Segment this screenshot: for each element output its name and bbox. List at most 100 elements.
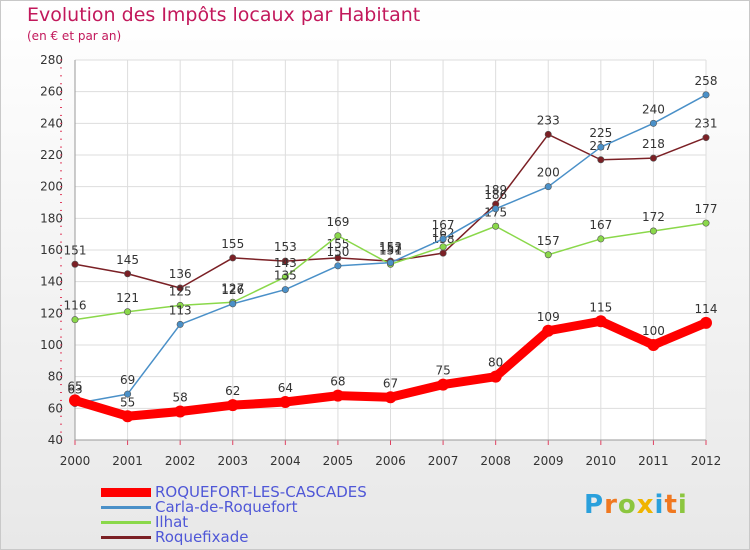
data-point bbox=[542, 324, 555, 337]
data-point bbox=[597, 143, 605, 151]
data-label: 152 bbox=[379, 242, 402, 256]
data-label: 151 bbox=[379, 243, 402, 257]
data-point bbox=[594, 315, 607, 328]
data-label: 186 bbox=[484, 188, 507, 202]
data-point bbox=[176, 320, 184, 328]
data-point bbox=[492, 205, 500, 213]
legend-label: Carla-de-Roquefort bbox=[155, 498, 298, 516]
y-tick-label: 120 bbox=[40, 306, 63, 320]
data-label: 127 bbox=[221, 281, 244, 295]
series-1: 63 69 113 126 135 150 152 167 186 200 225 240 258 bbox=[67, 74, 718, 408]
y-tick-label: 100 bbox=[40, 338, 63, 352]
data-point bbox=[281, 286, 289, 294]
data-point bbox=[226, 399, 239, 412]
data-label: 80 bbox=[488, 356, 503, 370]
y-tick-label: 240 bbox=[40, 116, 63, 130]
data-label: 75 bbox=[435, 364, 450, 378]
legend-item: ROQUEFORT-LES-CASCADES bbox=[101, 483, 421, 501]
data-label: 63 bbox=[67, 383, 82, 397]
data-point bbox=[124, 270, 132, 278]
data-label: 167 bbox=[432, 218, 455, 232]
y-tick-label: 160 bbox=[40, 243, 63, 257]
data-point bbox=[334, 262, 342, 270]
data-point bbox=[649, 154, 657, 162]
data-point bbox=[439, 249, 447, 257]
data-point bbox=[492, 222, 500, 230]
data-label: 218 bbox=[642, 137, 665, 151]
data-label: 62 bbox=[225, 384, 240, 398]
data-label: 225 bbox=[589, 126, 612, 140]
brand-letter: o bbox=[617, 490, 637, 520]
data-label: 100 bbox=[642, 324, 665, 338]
data-label: 258 bbox=[695, 74, 718, 88]
data-label: 150 bbox=[326, 245, 349, 259]
data-label: 155 bbox=[221, 237, 244, 251]
data-point bbox=[281, 273, 289, 281]
data-label: 109 bbox=[537, 310, 560, 324]
legend-label: Ilhat bbox=[155, 513, 189, 531]
data-label: 64 bbox=[278, 381, 293, 395]
data-point bbox=[121, 410, 134, 423]
x-tick-label: 2012 bbox=[691, 454, 722, 468]
legend-swatch bbox=[101, 505, 151, 509]
data-label: 113 bbox=[169, 303, 192, 317]
data-label: 126 bbox=[221, 283, 244, 297]
x-tick-label: 2001 bbox=[112, 454, 143, 468]
data-point bbox=[702, 134, 710, 142]
data-point bbox=[124, 308, 132, 316]
chart-title: Evolution des Impôts locaux par Habitant bbox=[27, 4, 421, 26]
data-label: 69 bbox=[120, 373, 135, 387]
data-label: 167 bbox=[589, 218, 612, 232]
data-point bbox=[649, 227, 657, 235]
data-point bbox=[176, 301, 184, 309]
data-point bbox=[71, 316, 79, 324]
brand-letter: i bbox=[654, 490, 665, 520]
data-point bbox=[544, 251, 552, 259]
data-point bbox=[384, 391, 397, 404]
data-point bbox=[386, 259, 394, 267]
data-point bbox=[437, 378, 450, 391]
chart-subtitle: (en € et par an) bbox=[27, 29, 122, 43]
data-label: 200 bbox=[537, 166, 560, 180]
data-point bbox=[700, 316, 712, 329]
data-point bbox=[597, 235, 605, 243]
brand-letter: x bbox=[636, 490, 655, 520]
data-label: 58 bbox=[173, 391, 188, 405]
legend-item: Roquefixade bbox=[101, 528, 421, 546]
y-tick-label: 260 bbox=[40, 85, 63, 99]
data-point bbox=[124, 390, 132, 398]
x-tick-label: 2005 bbox=[323, 454, 354, 468]
data-point bbox=[174, 405, 187, 418]
data-label: 115 bbox=[589, 300, 612, 314]
legend-swatch bbox=[101, 535, 151, 539]
data-label: 116 bbox=[64, 299, 87, 313]
data-point bbox=[331, 389, 344, 402]
x-tick-label: 2004 bbox=[270, 454, 301, 468]
y-tick-label: 140 bbox=[40, 275, 63, 289]
legend-swatch bbox=[101, 520, 151, 524]
data-point bbox=[176, 284, 184, 292]
x-tick-label: 2000 bbox=[60, 454, 91, 468]
data-label: 125 bbox=[169, 284, 192, 298]
data-point bbox=[334, 232, 342, 240]
x-tick-label: 2006 bbox=[375, 454, 406, 468]
data-label: 172 bbox=[642, 210, 665, 224]
y-tick-label: 200 bbox=[40, 180, 63, 194]
data-point bbox=[71, 260, 79, 268]
data-label: 114 bbox=[695, 302, 718, 316]
data-label: 233 bbox=[537, 113, 560, 127]
legend-item: Carla-de-Roquefort bbox=[101, 498, 421, 516]
brand-letter: i bbox=[677, 490, 688, 520]
x-tick-label: 2002 bbox=[165, 454, 196, 468]
data-point bbox=[647, 339, 660, 351]
data-point bbox=[229, 254, 237, 262]
x-tick-label: 2003 bbox=[217, 454, 248, 468]
data-point bbox=[702, 91, 710, 99]
data-label: 169 bbox=[326, 215, 349, 229]
brand-letter: t bbox=[664, 490, 678, 520]
y-tick-label: 220 bbox=[40, 148, 63, 162]
data-point bbox=[279, 396, 292, 408]
data-point bbox=[544, 183, 552, 191]
data-label: 153 bbox=[274, 240, 297, 254]
data-point bbox=[489, 370, 502, 383]
